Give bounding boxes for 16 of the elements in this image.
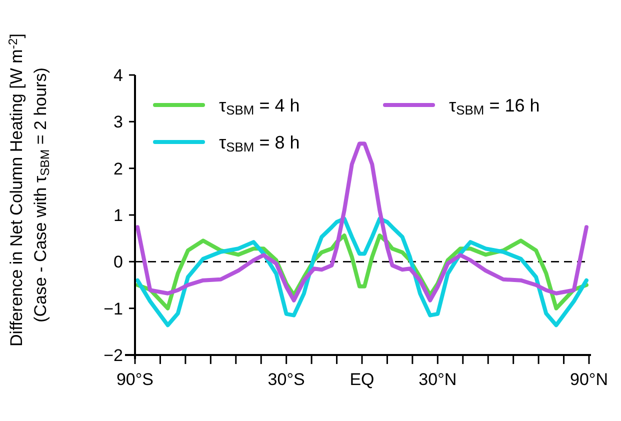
y-tick-label: 0 <box>114 252 123 272</box>
y-tick-label: 2 <box>114 159 123 178</box>
legend-label: τ$_{SBM}$ = 8 h <box>219 132 300 155</box>
y-tick-label: −2 <box>104 346 123 365</box>
y-tick-label: 3 <box>114 112 123 132</box>
y-tick-label: 1 <box>114 206 123 225</box>
y-tick-label: −1 <box>104 299 123 318</box>
x-tick-label: 30°N <box>418 370 457 389</box>
legend-label: τ$_{SBM}$ = 4 h <box>219 95 300 118</box>
x-tick-label: 90°S <box>116 370 154 389</box>
x-tick-label: 30°S <box>268 370 305 389</box>
legend-label: τ$_{SBM}$ = 16 h <box>449 95 540 118</box>
x-tick-label: EQ <box>350 370 374 389</box>
x-tick-label: 90°N <box>570 370 608 389</box>
y-tick-label: 4 <box>114 66 123 85</box>
line-series <box>136 216 588 328</box>
